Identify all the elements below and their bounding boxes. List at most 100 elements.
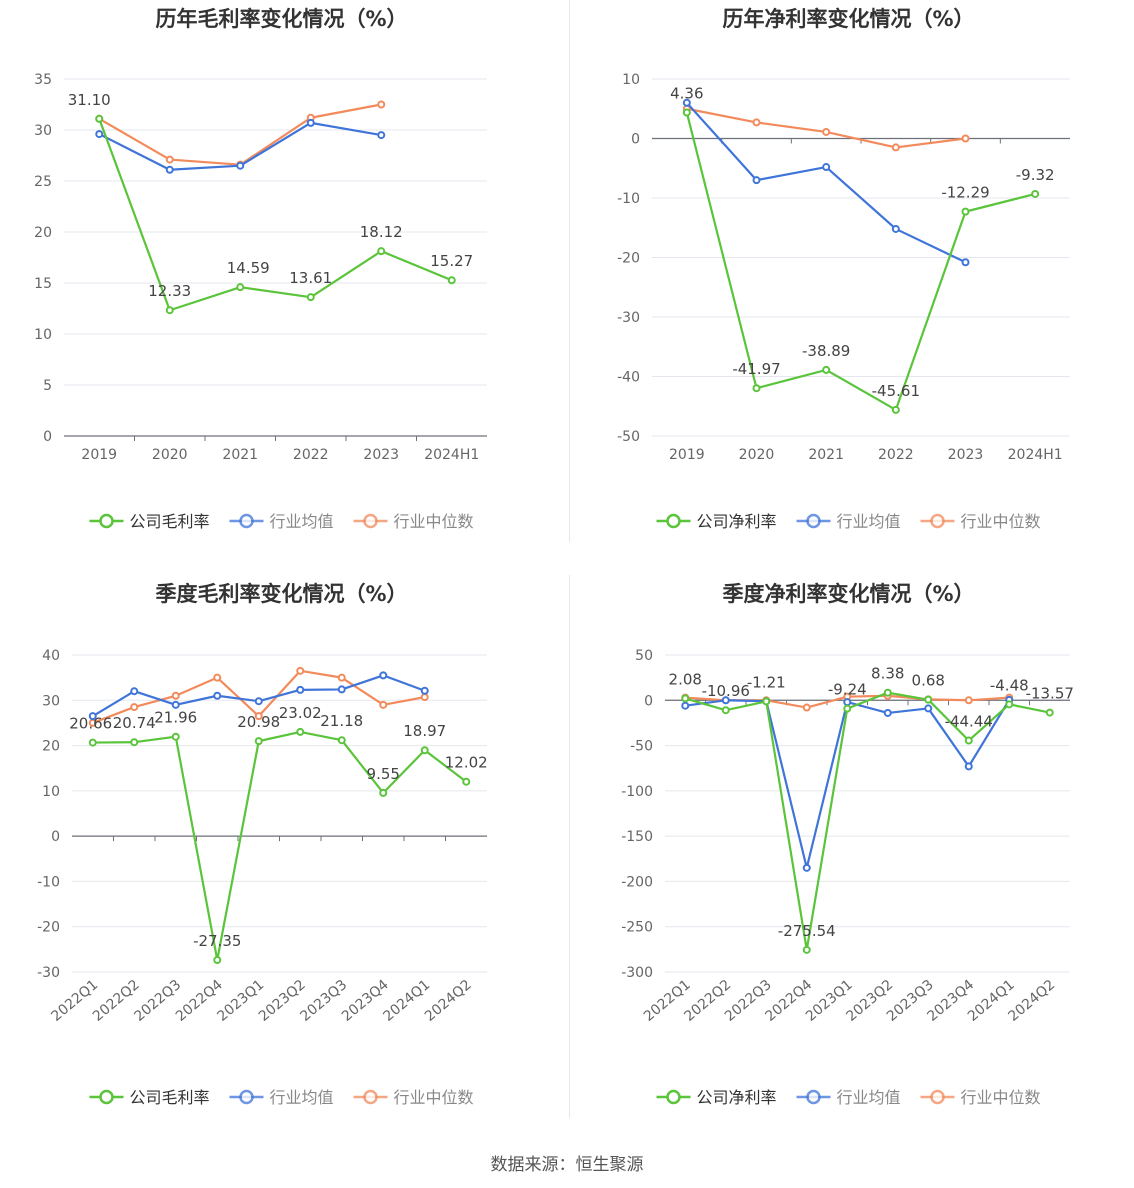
y-tick-label: -20 xyxy=(37,920,60,936)
data-point-company xyxy=(213,955,222,964)
data-label: 13.61 xyxy=(289,269,332,287)
data-label: 12.33 xyxy=(148,282,191,300)
data-point-industry-avg xyxy=(961,258,970,267)
y-tick-label: -100 xyxy=(621,784,653,800)
legend-marker-company xyxy=(99,1089,114,1105)
data-point-industry-avg xyxy=(681,701,690,710)
legend-marker-industry-median xyxy=(363,1089,378,1105)
chart-title: 季度毛利率变化情况（%） xyxy=(155,582,407,606)
data-point-company xyxy=(95,114,104,123)
data-point-industry-median xyxy=(964,696,973,705)
data-point-industry-median xyxy=(213,673,222,682)
data-label: -44.44 xyxy=(945,713,993,731)
data-point-company xyxy=(1005,700,1014,709)
data-label: 12.02 xyxy=(445,754,488,772)
data-point-industry-median xyxy=(377,100,386,109)
data-label: -1.21 xyxy=(747,673,786,691)
data-point-industry-median xyxy=(296,666,305,675)
divider-top xyxy=(569,0,570,542)
legend-label-industry-median: 行业中位数 xyxy=(961,512,1041,531)
data-point-company xyxy=(306,293,315,302)
chart-svg: 历年净利率变化情况（%） -50 -40 -30 -20 -10 0 10 2019 2020 20… xyxy=(617,7,1070,531)
x-tick-label: 2024Q2 xyxy=(422,977,475,1025)
chart-annual-gross-margin: 历年毛利率变化情况（%） 0 5 10 15 20 25 30 35 2019 2020 2021 20… xyxy=(0,0,567,575)
y-tick-label: -30 xyxy=(37,965,60,981)
data-point-company xyxy=(822,365,831,374)
series-line-company xyxy=(98,118,453,312)
data-point-company xyxy=(762,697,771,706)
data-point-industry-avg xyxy=(296,685,305,694)
chart-svg: 历年毛利率变化情况（%） 0 5 10 15 20 25 30 35 2019 2020 2021 20… xyxy=(34,7,487,531)
x-tick-label: 2024H1 xyxy=(424,447,479,463)
legend-marker-company xyxy=(666,1089,681,1105)
data-point-company xyxy=(296,727,305,736)
y-tick-label: -150 xyxy=(621,829,653,845)
data-point-industry-avg xyxy=(130,687,139,696)
data-label: 9.55 xyxy=(367,765,400,783)
y-tick-label: 15 xyxy=(34,276,52,292)
data-label: 15.27 xyxy=(430,252,473,270)
data-point-industry-avg xyxy=(306,118,315,127)
data-label: -4.48 xyxy=(990,676,1029,694)
data-label: -12.29 xyxy=(941,184,989,202)
chart-quarterly-gross-margin: 季度毛利率变化情况（%） -30 -20 -10 0 10 20 30 40 2022Q1 2022… xyxy=(0,575,567,1150)
data-label: 21.96 xyxy=(154,709,197,727)
data-label: 23.02 xyxy=(279,704,322,722)
x-tick-label: 2023 xyxy=(948,447,984,463)
data-point-industry-median xyxy=(420,693,429,702)
y-tick-label: 0 xyxy=(631,132,640,148)
legend-marker-company xyxy=(99,513,114,529)
legend-marker-industry-median xyxy=(930,1089,945,1105)
data-label: -275.54 xyxy=(778,922,836,940)
data-label: 20.98 xyxy=(237,713,280,731)
data-point-company xyxy=(420,746,429,755)
legend-label-industry-median: 行业中位数 xyxy=(394,512,474,531)
legend-label-company: 公司毛利率 xyxy=(130,512,210,531)
legend-label-industry-avg: 行业均值 xyxy=(837,512,901,531)
data-point-industry-avg xyxy=(165,165,174,174)
data-point-company xyxy=(681,694,690,703)
data-point-industry-avg xyxy=(964,762,973,771)
chart-title: 季度净利率变化情况（%） xyxy=(722,582,974,606)
legend-marker-industry-median xyxy=(363,513,378,529)
x-tick-label: 2021 xyxy=(808,447,844,463)
y-tick-label: -300 xyxy=(621,965,653,981)
data-point-industry-median xyxy=(130,703,139,712)
data-point-industry-median xyxy=(165,155,174,164)
y-tick-label: 10 xyxy=(34,327,52,343)
data-point-company xyxy=(682,108,691,117)
y-tick-label: 25 xyxy=(34,174,52,190)
series-line-industry-avg xyxy=(686,102,966,264)
data-point-industry-avg xyxy=(883,708,892,717)
data-point-industry-avg xyxy=(236,161,245,170)
data-point-company xyxy=(721,706,730,715)
legend-marker-industry-median xyxy=(930,513,945,529)
x-tick-label: 2024H1 xyxy=(1008,447,1063,463)
y-tick-label: 50 xyxy=(635,648,653,664)
data-point-industry-avg xyxy=(377,131,386,140)
data-point-company xyxy=(961,207,970,216)
data-point-industry-median xyxy=(891,143,900,152)
legend-label-industry-median: 行业中位数 xyxy=(961,1088,1041,1107)
divider-bottom xyxy=(569,575,570,1118)
data-label: 2.08 xyxy=(669,670,702,688)
data-label: -45.61 xyxy=(872,382,920,400)
legend-marker-industry-avg xyxy=(806,1089,821,1105)
y-tick-label: -30 xyxy=(617,310,640,326)
data-label: 14.59 xyxy=(227,259,270,277)
data-point-industry-median xyxy=(379,700,388,709)
x-tick-label: 2022 xyxy=(293,447,329,463)
data-point-company xyxy=(236,283,245,292)
y-tick-label: -10 xyxy=(617,191,640,207)
x-tick-label: 2023 xyxy=(363,447,399,463)
data-point-company xyxy=(88,738,97,747)
y-tick-label: -10 xyxy=(37,874,60,890)
data-source: 数据来源：恒生聚源 xyxy=(490,1155,644,1175)
data-label: -13.57 xyxy=(1026,685,1074,703)
data-label: 18.12 xyxy=(360,223,403,241)
data-point-company xyxy=(377,247,386,256)
data-label: 20.66 xyxy=(69,715,112,733)
legend-marker-company xyxy=(666,513,681,529)
chart-svg: 季度净利率变化情况（%）-300-250-200-150-100-5005020… xyxy=(621,582,1074,1107)
y-tick-label: 40 xyxy=(42,648,60,664)
